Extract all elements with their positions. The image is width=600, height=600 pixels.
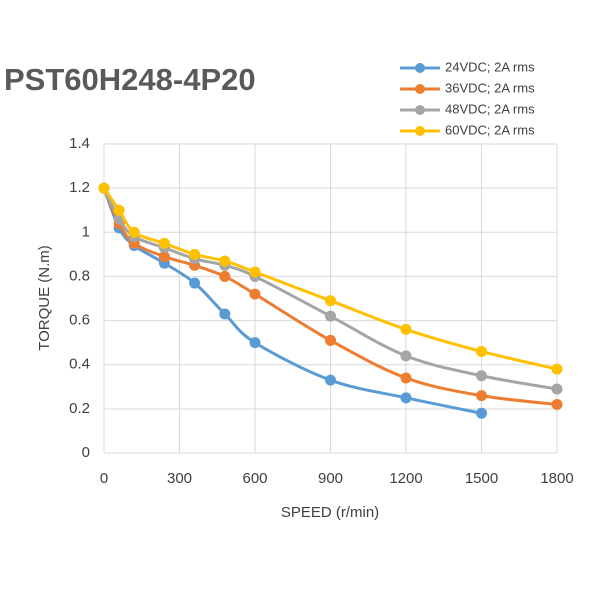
data-point: [249, 266, 261, 278]
data-point: [551, 383, 563, 395]
data-point: [400, 323, 412, 335]
x-tick-label: 1800: [540, 470, 573, 487]
data-point: [113, 204, 125, 216]
x-tick-label: 1200: [389, 470, 422, 487]
data-point: [400, 392, 412, 404]
legend-label: 60VDC; 2A rms: [445, 122, 535, 137]
data-point: [476, 370, 487, 382]
data-point: [325, 295, 336, 307]
y-tick-label: 1.4: [69, 135, 90, 152]
y-tick-label: 0.6: [69, 312, 90, 329]
data-point: [158, 237, 170, 249]
legend-marker: [415, 63, 425, 73]
y-tick-label: 0.4: [69, 356, 90, 373]
data-point: [476, 390, 487, 402]
data-point: [189, 277, 201, 289]
chart-title: PST60H248-4P20: [4, 62, 256, 97]
data-point: [325, 310, 336, 322]
legend-label: 24VDC; 2A rms: [445, 59, 535, 74]
legend-marker: [415, 126, 425, 136]
legend-marker: [415, 84, 425, 94]
legend-marker: [415, 105, 425, 115]
data-point: [189, 248, 201, 260]
data-point: [325, 374, 336, 386]
data-point: [400, 350, 412, 362]
data-point: [219, 255, 231, 267]
x-tick-label: 0: [100, 470, 108, 487]
data-point: [249, 288, 261, 300]
legend-label: 36VDC; 2A rms: [445, 80, 535, 95]
data-point: [476, 345, 487, 357]
data-point: [158, 251, 170, 263]
x-tick-label: 900: [318, 470, 343, 487]
x-tick-label: 300: [167, 470, 192, 487]
data-point: [551, 363, 563, 375]
data-point: [219, 308, 231, 320]
data-point: [476, 407, 487, 419]
data-point: [325, 334, 336, 346]
data-point: [400, 372, 412, 384]
data-point: [249, 337, 261, 349]
data-point: [219, 270, 231, 282]
y-tick-label: 0.2: [69, 400, 90, 417]
x-tick-label: 600: [242, 470, 267, 487]
y-axis-title: TORQUE (N.m): [36, 245, 53, 351]
data-point: [98, 182, 110, 194]
x-tick-label: 1500: [465, 470, 498, 487]
y-tick-label: 0.8: [69, 267, 90, 284]
y-tick-label: 1.2: [69, 179, 90, 196]
series-line: [102, 187, 482, 415]
data-point: [551, 398, 563, 410]
x-axis-title: SPEED (r/min): [281, 504, 379, 521]
y-tick-label: 1: [82, 223, 90, 240]
data-point: [128, 226, 140, 238]
legend-label: 48VDC; 2A rms: [445, 101, 535, 116]
y-tick-label: 0: [82, 444, 90, 461]
